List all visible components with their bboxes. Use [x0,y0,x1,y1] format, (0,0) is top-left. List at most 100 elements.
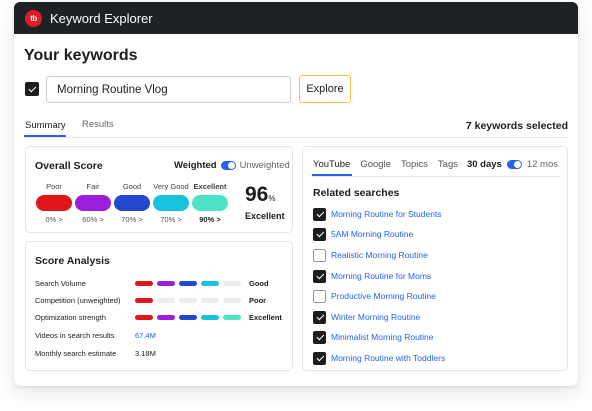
level-threshold[interactable]: 70% > [121,215,143,224]
app-window: tb Keyword Explorer Your keywords Explor… [14,2,578,386]
score-pill-empty [179,297,197,303]
score-pill-empty [201,297,219,303]
page-title: Your keywords [24,47,138,64]
overall-score-card: Overall Score Weighted Unweighted Poor 0… [25,146,293,233]
level-label: Excellent [193,182,227,191]
tab-results[interactable]: Results [82,119,114,130]
related-item-checkbox[interactable] [313,330,326,344]
score-pill-filled [201,314,219,320]
level-label: Poor [46,182,62,191]
tab-divider [24,137,568,138]
title-bar: tb Keyword Explorer [14,2,578,34]
level-bar [192,195,228,211]
level-bar [75,195,111,211]
related-item-link[interactable]: Morning Routine with Toddlers [331,353,446,363]
score-unit: % [268,194,276,203]
related-item-link[interactable]: Realistic Morning Routine [331,250,428,260]
related-item-checkbox[interactable] [313,289,326,303]
related-item-checkbox[interactable] [313,248,326,262]
level-bar [153,195,189,211]
tab-youtube[interactable]: YouTube [313,159,351,170]
score-level-good: Good 70% > [114,182,150,224]
analysis-metric-name: Optimization strength [35,312,106,322]
score-level-fair: Fair 60% > [75,182,111,224]
related-item-link[interactable]: Winter Morning Routine [331,312,421,322]
overall-score-value: 96% [245,183,275,207]
score-analysis-title: Score Analysis [35,255,110,267]
keyword-input[interactable] [46,76,291,103]
analysis-row-competition: Competition (unweighted) Poor [35,295,266,305]
analysis-stat-value[interactable]: 67.4M [135,330,156,340]
related-item-checkbox[interactable] [313,207,326,221]
analysis-metric-name: Search Volume [35,278,86,288]
analysis-stat-name: Videos in search results [35,330,115,340]
analysis-row-optimization: Optimization strength Excellent [35,312,282,322]
tab-tags[interactable]: Tags [437,159,458,170]
score-pill-filled [157,314,175,320]
level-threshold[interactable]: 0% > [45,215,63,224]
score-pill-empty [223,297,241,303]
unweighted-label: Unweighted [239,160,290,171]
tab-topics[interactable]: Topics [400,159,428,170]
related-item-link[interactable]: Minimalist Morning Routine [331,332,434,342]
score-pill-filled [135,297,153,303]
tab-summary[interactable]: Summary [25,120,66,131]
overall-score-rating: Excellent [245,211,285,221]
related-item-checkbox[interactable] [313,351,326,365]
score-pill-empty [157,297,175,303]
related-item: Minimalist Morning Routine [313,330,434,344]
source-tabs: YouTube Google Topics Tags [313,159,468,170]
score-level-poor: Poor 0% > [36,182,72,224]
analysis-stat-name: Monthly search estimate [35,348,117,358]
score-level-excellent: Excellent 90% > [192,182,228,224]
related-item: Morning Routine with Toddlers [313,351,445,365]
analysis-row-search-volume: Search Volume Good [35,278,269,288]
level-label: Good [122,182,142,191]
active-source-tab-indicator [312,174,352,176]
analysis-stat-videos: Videos in search results 67.4M [35,330,156,340]
months-label: 12 mos [526,159,558,170]
period-toggle[interactable] [506,160,522,169]
level-threshold[interactable]: 90% > [199,215,221,224]
source-tab-divider [312,176,560,177]
related-item: Productive Morning Routine [313,289,436,303]
level-threshold[interactable]: 70% > [160,215,182,224]
score-pill-filled [179,314,197,320]
related-item: 5AM Morning Routine [313,227,413,241]
related-item-checkbox[interactable] [313,227,326,241]
score-pill-filled [223,314,241,320]
period-toggle-row: 30 days 12 mos [467,159,558,170]
analysis-result: Poor [249,295,267,305]
related-item-checkbox[interactable] [313,269,326,283]
analysis-pills [135,280,243,286]
score-level-very-good: Very Good 70% > [153,182,189,224]
analysis-result: Good [249,278,269,288]
overall-score-title: Overall Score [35,160,103,172]
weighted-toggle-row: Weighted Unweighted [174,160,290,171]
related-item-link[interactable]: 5AM Morning Routine [331,229,414,239]
logo-icon: tb [25,9,42,27]
days-label: 30 days [466,159,502,170]
related-item: Morning Routine for Moms [313,269,431,283]
related-item-link[interactable]: Productive Morning Routine [331,291,436,301]
selected-count: 7 keywords selected [465,120,568,132]
keyword-checkbox[interactable] [25,82,39,96]
related-item-link[interactable]: Morning Routine for Students [331,209,442,219]
explore-button[interactable]: Explore [299,75,351,103]
score-pill-filled [135,280,153,286]
level-threshold[interactable]: 60% > [82,215,104,224]
tab-google[interactable]: Google [360,159,391,170]
score-pill-filled [135,314,153,320]
score-pill-empty [223,280,241,286]
level-bar [114,195,150,211]
level-label: Fair [86,182,100,191]
related-item-checkbox[interactable] [313,310,326,324]
related-item: Winter Morning Routine [313,310,420,324]
analysis-result: Excellent [249,312,282,322]
related-item-link[interactable]: Morning Routine for Moms [331,271,432,281]
analysis-stat-monthly: Monthly search estimate 3.18M [35,348,156,358]
score-pill-filled [179,280,197,286]
related-item: Realistic Morning Routine [313,248,428,262]
weighted-toggle[interactable] [220,161,236,170]
app-title: Keyword Explorer [50,10,153,26]
